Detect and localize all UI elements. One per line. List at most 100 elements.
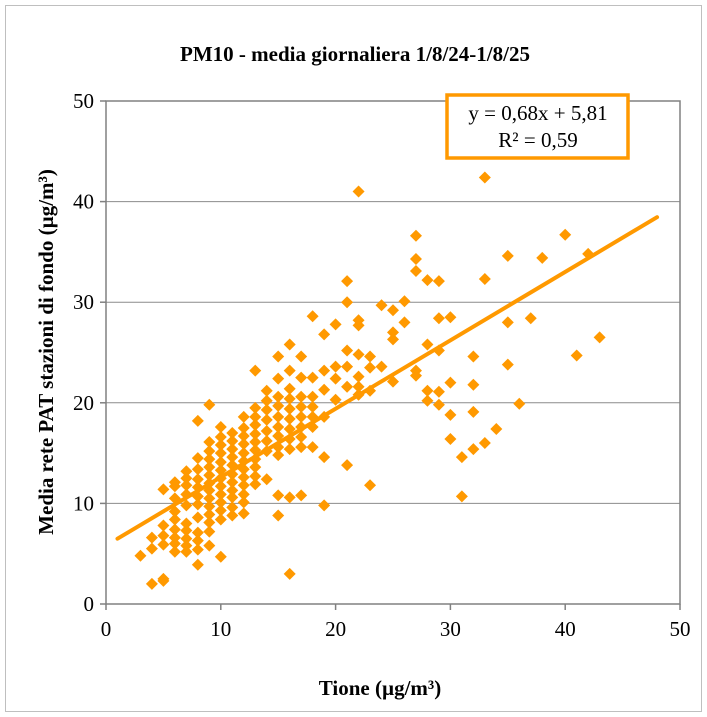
data-point [272,509,285,522]
data-point [444,433,457,446]
data-point [329,393,342,406]
y-tick-label: 40 [73,190,94,214]
data-point [214,431,227,444]
data-point [272,420,285,433]
data-point [237,471,250,484]
data-point [191,473,204,486]
data-point [593,331,606,344]
data-point [237,496,250,509]
data-point [226,501,239,514]
data-point [226,426,239,439]
data-point [191,498,204,511]
data-point [295,431,308,444]
data-point [214,504,227,517]
data-point [490,422,503,435]
data-point [203,516,216,529]
data-point [352,380,365,393]
data-point [306,441,319,454]
data-point [249,461,262,474]
data-point [191,543,204,556]
data-point [180,472,193,485]
data-point [180,479,193,492]
data-point [409,364,422,377]
x-tick-label: 30 [440,617,461,641]
data-point [421,338,434,351]
data-point [237,421,250,434]
trendline-equation: y = 0,68x + 5,81 [468,101,607,125]
x-tick-label: 50 [670,617,691,641]
data-point [168,523,181,536]
data-point [387,326,399,339]
trend-line [115,215,660,541]
chart-title: PM10 - media giornaliera 1/8/24-1/8/25 [180,42,530,66]
data-point [283,338,296,351]
data-point [191,452,204,465]
x-axis-label: Tione (µg/m³) [319,676,441,700]
data-point [444,311,457,324]
data-point [168,476,181,489]
data-point [295,489,308,502]
y-axis-label: Media rete PAT stazioni di fondo (µg/m³) [34,169,58,535]
data-point [249,364,262,377]
data-point [329,360,342,373]
data-point [249,478,262,491]
data-point [180,539,193,552]
data-point [272,350,285,363]
data-point [260,394,273,407]
data-point [226,484,239,497]
data-point [191,526,204,539]
data-point [249,470,262,483]
data-point [203,461,216,474]
data-point [191,463,204,476]
x-tick-label: 0 [101,617,112,641]
data-point [387,333,399,346]
data-point [283,412,296,425]
y-tick-label: 50 [73,89,94,113]
data-point [203,525,216,538]
data-point [214,439,227,452]
data-point [157,529,170,542]
data-point [467,405,480,418]
data-point [214,496,227,509]
data-point [145,577,158,590]
data-point [226,443,239,456]
data-point [272,449,285,462]
data-point [283,491,296,504]
y-tick-label: 30 [73,290,94,314]
data-point [283,402,296,415]
data-point [501,249,514,262]
data-point [191,558,204,571]
data-point [352,185,365,198]
data-point [157,574,170,587]
data-point [329,372,342,385]
data-point [180,499,193,512]
data-point [306,390,319,403]
data-point [318,328,331,341]
data-point [180,517,193,530]
data-point [260,473,273,486]
data-point [341,344,354,357]
data-point [295,350,308,363]
data-point [249,401,262,414]
data-point [318,451,331,464]
data-point [398,295,411,308]
data-point [191,511,204,524]
data-point [570,349,583,362]
data-point [157,538,170,551]
data-point [237,429,250,442]
data-point [306,310,319,323]
data-point [203,508,216,521]
x-axis-ticks: 0 10 20 30 40 50 [101,604,691,641]
data-point [444,376,457,389]
data-point [237,447,250,460]
data-point [478,171,491,184]
data-point [341,459,354,472]
data-point [260,424,273,437]
data-point [260,384,273,397]
data-point [364,361,377,374]
data-point [214,513,227,526]
data-point [249,427,262,440]
data-point [249,418,262,431]
data-point [341,360,354,373]
